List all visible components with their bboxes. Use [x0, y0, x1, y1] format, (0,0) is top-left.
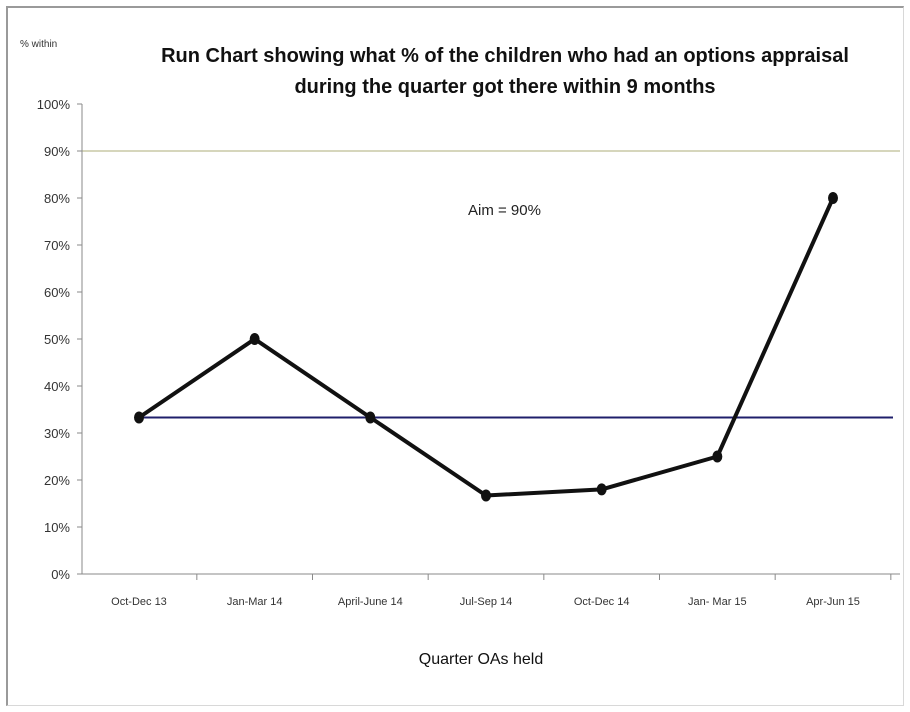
data-point [481, 489, 491, 502]
x-axis-label: Quarter OAs held [419, 651, 544, 668]
x-axis-ticks: Oct-Dec 13 Jan-Mar 14 April-June 14 Jul-Sep… [111, 574, 892, 608]
data-point [712, 450, 723, 463]
data-point [249, 333, 260, 345]
x-tick-label: Jul-Sep 14 [460, 596, 513, 608]
data-point [596, 483, 607, 496]
chart-frame [6, 6, 904, 706]
y-axis-corner-label: % within [20, 39, 57, 50]
series-line [137, 197, 835, 498]
data-point [134, 411, 144, 424]
data-point [365, 411, 376, 424]
y-tick-label: 60% [44, 285, 70, 300]
series-points [134, 192, 838, 502]
x-tick-label: April-June 14 [338, 596, 403, 608]
aim-annotation: Aim = 90% [468, 202, 541, 219]
x-tick-label: Oct-Dec 14 [574, 596, 630, 608]
y-tick-label: 50% [44, 332, 70, 347]
y-tick-label: 20% [44, 473, 70, 488]
y-tick-label: 90% [44, 144, 70, 159]
chart-title-line-2: during the quarter got there within 9 mo… [294, 76, 715, 98]
chart-title-line-1: Run Chart showing what % of the children… [161, 45, 849, 67]
y-axis-ticks: 0% 10% 20% 30% 40% 50% 60% 70% 80% 90% 100% [37, 97, 82, 582]
y-tick-label: 30% [44, 426, 70, 441]
x-tick-label: Jan- Mar 15 [688, 596, 747, 608]
x-tick-label: Oct-Dec 13 [111, 596, 167, 608]
y-tick-label: 10% [44, 520, 70, 535]
x-tick-label: Jan-Mar 14 [227, 596, 283, 608]
data-point [828, 192, 838, 204]
y-tick-label: 70% [44, 238, 70, 253]
x-tick-label: Apr-Jun 15 [806, 596, 860, 608]
y-tick-label: 100% [37, 97, 71, 112]
y-tick-label: 0% [51, 567, 70, 582]
reference-lines [82, 150, 900, 419]
y-tick-label: 80% [44, 191, 70, 206]
y-tick-label: 40% [44, 379, 70, 394]
